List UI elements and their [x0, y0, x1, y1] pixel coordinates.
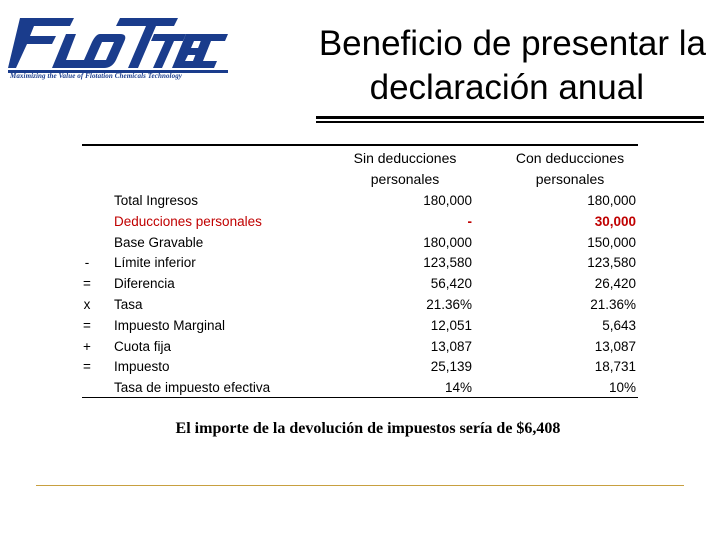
row-value-con: 30,000 — [594, 213, 636, 229]
row-operator: = — [83, 317, 91, 333]
row-value-sin: 56,420 — [430, 276, 472, 292]
row-value-sin: 180,000 — [423, 234, 472, 250]
table-row: - Límite inferior 123,580 123,580 — [82, 252, 638, 273]
row-value-sin: 180,000 — [423, 193, 472, 208]
row-operator: x — [83, 297, 91, 312]
row-value-sin: 21.36% — [426, 297, 472, 312]
row-label: Base Gravable — [114, 234, 204, 250]
row-label: Tasa — [114, 297, 143, 312]
row-operator: - — [84, 255, 90, 271]
logo-tagline: Maximizing the Value of Flotation Chemic… — [10, 72, 182, 80]
table-bottom-border — [82, 397, 638, 398]
table-row: Deducciones personales - 30,000 — [82, 211, 638, 232]
table-row: = Diferencia 56,420 26,420 — [82, 273, 638, 294]
row-value-con: 123,580 — [587, 255, 636, 271]
table-row: Tasa de impuesto efectiva 14% 10% — [82, 377, 638, 398]
row-label: Cuota fija — [114, 338, 172, 354]
row-label: Deducciones personales — [114, 213, 262, 229]
row-value-sin: 13,087 — [430, 338, 472, 354]
title-line-1: Beneficio de presentar la — [318, 24, 706, 63]
row-label: Límite inferior — [114, 255, 196, 271]
table-row: = Impuesto 25,139 18,731 — [82, 356, 638, 377]
table-top-border — [82, 144, 638, 146]
row-label: Diferencia — [114, 276, 175, 292]
table-row: Base Gravable 180,000 150,000 — [82, 232, 638, 253]
row-value-con: 150,000 — [587, 234, 636, 250]
row-value-sin: - — [467, 213, 473, 229]
row-value-con: 10% — [608, 380, 636, 396]
table-row: Total Ingresos 180,000 180,000 — [82, 190, 638, 211]
page-title: Beneficio de presentar la declaración an… — [246, 22, 706, 110]
row-value-con: 180,000 — [587, 193, 636, 208]
row-value-con: 18,731 — [594, 359, 636, 375]
column-header-con-deducciones: Con deducciones personales — [515, 150, 625, 187]
row-value-sin: 12,051 — [430, 317, 472, 333]
title-underline-bottom — [316, 121, 704, 123]
row-value-con: 5,643 — [602, 317, 636, 333]
table-row: x Tasa 21.36% 21.36% — [82, 294, 638, 315]
table-row: = Impuesto Marginal 12,051 5,643 — [82, 315, 638, 336]
column-header-sin-deducciones: Sin deducciones personales — [353, 150, 457, 187]
footer-divider — [36, 485, 684, 486]
title-underline-top — [316, 116, 704, 119]
refund-note: El importe de la devolución de impuestos… — [175, 420, 561, 437]
row-label: Impuesto — [114, 359, 170, 375]
row-operator: = — [83, 276, 91, 292]
row-value-sin: 123,580 — [423, 255, 472, 271]
row-operator: = — [83, 359, 91, 375]
row-value-con: 13,087 — [594, 338, 636, 354]
title-line-2: declaración anual — [369, 68, 644, 107]
row-value-sin: 25,139 — [430, 359, 472, 375]
row-operator: + — [83, 338, 91, 354]
row-value-con: 26,420 — [594, 276, 636, 292]
flottec-logo — [8, 12, 228, 84]
row-label: Total Ingresos — [114, 193, 199, 208]
row-label: Tasa de impuesto efectiva — [114, 380, 271, 396]
row-label: Impuesto Marginal — [114, 317, 226, 333]
table-row: + Cuota fija 13,087 13,087 — [82, 336, 638, 357]
row-value-sin: 14% — [444, 380, 472, 396]
flottec-logo-mark — [8, 18, 228, 73]
row-value-con: 21.36% — [590, 297, 636, 312]
